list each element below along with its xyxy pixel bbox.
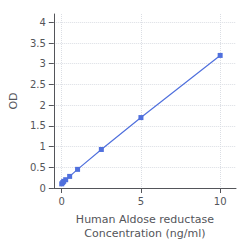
- svg-text:1.5: 1.5: [30, 120, 46, 131]
- svg-text:5: 5: [138, 196, 144, 207]
- svg-text:10: 10: [214, 196, 227, 207]
- svg-text:0.5: 0.5: [30, 162, 46, 173]
- svg-text:Concentration (ng/ml): Concentration (ng/ml): [84, 227, 205, 240]
- svg-text:4: 4: [39, 17, 45, 28]
- svg-text:1: 1: [39, 141, 45, 152]
- svg-text:Human Aldose reductase: Human Aldose reductase: [76, 213, 214, 226]
- svg-text:0: 0: [39, 183, 45, 194]
- svg-text:3.5: 3.5: [30, 38, 46, 49]
- svg-text:2.5: 2.5: [30, 79, 46, 90]
- svg-text:0: 0: [59, 196, 65, 207]
- svg-text:3: 3: [39, 58, 45, 69]
- svg-text:2: 2: [39, 100, 45, 111]
- svg-text:OD: OD: [7, 92, 20, 109]
